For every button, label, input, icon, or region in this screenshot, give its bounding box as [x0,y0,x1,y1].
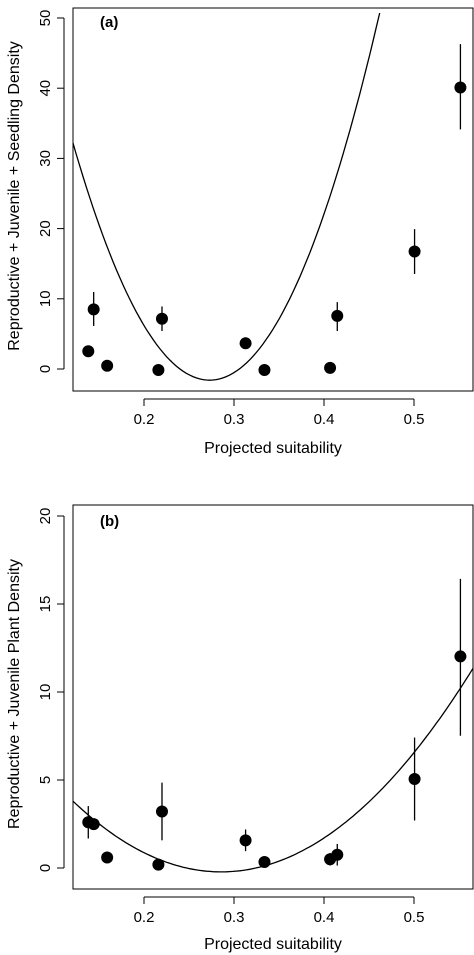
x-axis-title-b: Projected suitability [204,936,342,953]
x-tick-label: 0.2 [134,411,155,428]
y-tick-label: 0 [37,864,54,872]
y-tick-label: 20 [37,508,54,525]
y-axis-title-b: Reproductive + Juvenile Plant Density [6,559,23,829]
y-tick-label: 5 [37,776,54,784]
y-tick-label: 30 [37,150,54,167]
fit-curve-b [72,667,474,873]
y-tick-label: 10 [37,684,54,701]
data-point [101,359,114,372]
data-point [331,309,344,322]
y-tick-label: 15 [37,596,54,613]
plot-marks-a [72,12,467,381]
x-tick-label: 0.3 [224,411,245,428]
plot-frame-a [72,7,474,392]
data-point [152,858,165,871]
data-point [324,361,337,374]
panel-label-a: (a) [100,14,118,31]
data-point [331,848,344,861]
data-point [87,303,100,316]
x-tick-label: 0.4 [314,411,335,428]
data-point [101,851,114,864]
y-ticks-a: 0 10 20 30 40 50 [37,10,64,373]
data-point [454,81,467,94]
data-point [82,345,95,358]
data-point [239,337,252,350]
panel-b: (b) 0 5 10 15 20 0.2 0.3 0.4 0.5 Project… [6,504,474,953]
x-tick-label: 0.4 [314,909,335,926]
x-tick-label: 0.2 [134,909,155,926]
panel-a: (a) 0 10 20 30 40 50 0.2 0.3 0.4 0.5 Pro… [6,7,474,457]
x-tick-label: 0.5 [404,909,425,926]
y-tick-label: 20 [37,220,54,237]
data-point [152,364,165,377]
y-axis-title-a: Reproductive + Juvenile + Seedling Densi… [6,41,23,351]
x-tick-label: 0.5 [404,411,425,428]
x-axis-title-a: Projected suitability [204,440,342,457]
data-point [408,773,421,786]
plot-frame-b [72,504,474,890]
x-ticks-b: 0.2 0.3 0.4 0.5 [134,897,425,926]
data-point [258,855,271,868]
data-point [155,312,168,325]
data-point [408,245,421,258]
x-tick-label: 0.3 [224,909,245,926]
y-tick-label: 50 [37,10,54,27]
data-point [87,818,100,831]
data-point [155,805,168,818]
data-point [239,834,252,847]
panel-label-b: (b) [100,513,119,530]
y-tick-label: 40 [37,80,54,97]
data-point [258,364,271,377]
y-tick-label: 10 [37,290,54,307]
data-point [454,650,467,663]
x-ticks-a: 0.2 0.3 0.4 0.5 [134,399,425,428]
fit-curve-a [72,12,381,381]
y-tick-label: 0 [37,365,54,373]
plot-marks-b [72,578,474,873]
y-ticks-b: 0 5 10 15 20 [37,508,64,872]
